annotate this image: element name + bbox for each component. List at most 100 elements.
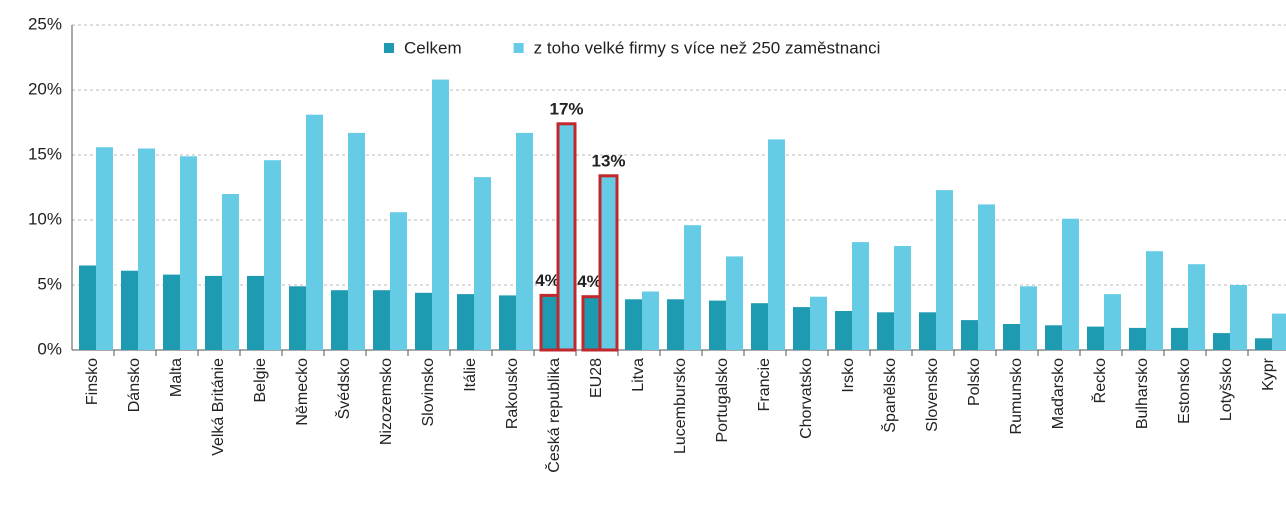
bar xyxy=(1062,218,1079,350)
y-tick-label: 0% xyxy=(37,339,62,358)
bar xyxy=(1255,338,1272,350)
bar xyxy=(180,156,197,350)
x-tick-label: EU28 xyxy=(588,358,605,398)
bar xyxy=(373,290,390,350)
bar xyxy=(390,212,407,350)
bar xyxy=(1230,285,1247,350)
x-tick-label: Bulharsko xyxy=(1134,358,1151,429)
y-tick-label: 10% xyxy=(28,209,62,228)
x-tick-label: Itálie xyxy=(462,358,479,392)
bar xyxy=(1146,251,1163,350)
bar xyxy=(1129,327,1146,350)
bar xyxy=(625,299,642,350)
bar xyxy=(961,320,978,350)
x-tick-label: Finsko xyxy=(84,358,101,405)
x-tick-label: Česká republika xyxy=(544,358,563,473)
value-label: 13% xyxy=(591,151,625,170)
bar xyxy=(457,294,474,350)
legend-label: z toho velké firmy s více než 250 zaměst… xyxy=(534,38,881,57)
bar xyxy=(1104,294,1121,350)
bar xyxy=(667,299,684,350)
x-tick-label: Velká Británie xyxy=(210,358,227,456)
bar xyxy=(581,295,602,352)
legend-label: Celkem xyxy=(404,38,462,57)
bar xyxy=(1087,326,1104,350)
bar xyxy=(1171,327,1188,350)
y-tick-label: 15% xyxy=(28,144,62,163)
value-label: 4% xyxy=(535,271,560,290)
x-tick-label: Nizozemsko xyxy=(378,358,395,445)
bar xyxy=(121,270,138,350)
bar xyxy=(1188,264,1205,350)
x-tick-label: Řecko xyxy=(1090,358,1109,403)
bar xyxy=(598,174,619,352)
bar xyxy=(642,291,659,350)
bar xyxy=(835,311,852,350)
x-tick-label: Belgie xyxy=(252,358,269,403)
bar xyxy=(474,177,491,350)
bar xyxy=(331,290,348,350)
bar xyxy=(163,274,180,350)
x-tick-label: Kypr xyxy=(1260,357,1277,391)
x-tick-label: Portugalsko xyxy=(714,358,731,443)
x-tick-label: Estonsko xyxy=(1176,358,1193,424)
bar xyxy=(222,194,239,350)
x-tick-label: Dánsko xyxy=(126,358,143,412)
bar xyxy=(709,300,726,350)
x-tick-label: Lotyšsko xyxy=(1218,358,1235,421)
bar xyxy=(516,132,533,350)
y-tick-label: 5% xyxy=(37,274,62,293)
bar xyxy=(1272,313,1286,350)
x-tick-label: Francie xyxy=(756,358,773,411)
bar xyxy=(556,122,577,352)
x-tick-label: Maďarsko xyxy=(1050,358,1067,429)
bar xyxy=(289,286,306,350)
x-tick-label: Polsko xyxy=(966,358,983,406)
bar xyxy=(432,79,449,350)
bar xyxy=(726,256,743,350)
x-tick-label: Litva xyxy=(630,358,647,392)
value-label: 4% xyxy=(577,272,602,291)
bar xyxy=(936,190,953,350)
x-tick-label: Irsko xyxy=(840,358,857,393)
x-tick-label: Lucembursko xyxy=(672,358,689,454)
bar xyxy=(810,296,827,350)
bar xyxy=(247,275,264,350)
bar xyxy=(348,132,365,350)
bar xyxy=(1020,286,1037,350)
y-tick-label: 20% xyxy=(28,79,62,98)
x-tick-label: Německo xyxy=(294,358,311,426)
bar xyxy=(1045,325,1062,350)
bar xyxy=(79,265,96,350)
x-tick-label: Malta xyxy=(168,358,185,397)
bar xyxy=(415,292,432,350)
bar xyxy=(96,147,113,350)
bar xyxy=(793,307,810,350)
bar xyxy=(877,312,894,350)
legend-swatch xyxy=(513,43,524,53)
bar xyxy=(499,295,516,350)
x-tick-label: Chorvatsko xyxy=(798,358,815,439)
bar xyxy=(919,312,936,350)
x-tick-label: Švédsko xyxy=(334,358,353,419)
bar xyxy=(852,242,869,350)
x-tick-label: Slovinsko xyxy=(420,358,437,427)
x-tick-label: Španělsko xyxy=(880,358,899,433)
bar xyxy=(684,225,701,350)
bar xyxy=(138,148,155,350)
bar xyxy=(894,246,911,350)
value-label: 17% xyxy=(549,99,583,118)
x-tick-label: Slovensko xyxy=(924,358,941,432)
x-tick-label: Rakousko xyxy=(504,358,521,429)
bar xyxy=(205,275,222,350)
bar xyxy=(1213,333,1230,350)
bar xyxy=(768,139,785,350)
legend-swatch xyxy=(384,43,394,53)
bar xyxy=(306,114,323,350)
bar xyxy=(1003,324,1020,350)
bar xyxy=(751,303,768,350)
y-tick-label: 25% xyxy=(28,14,62,33)
x-tick-label: Rumunsko xyxy=(1008,358,1025,435)
bar xyxy=(264,160,281,350)
